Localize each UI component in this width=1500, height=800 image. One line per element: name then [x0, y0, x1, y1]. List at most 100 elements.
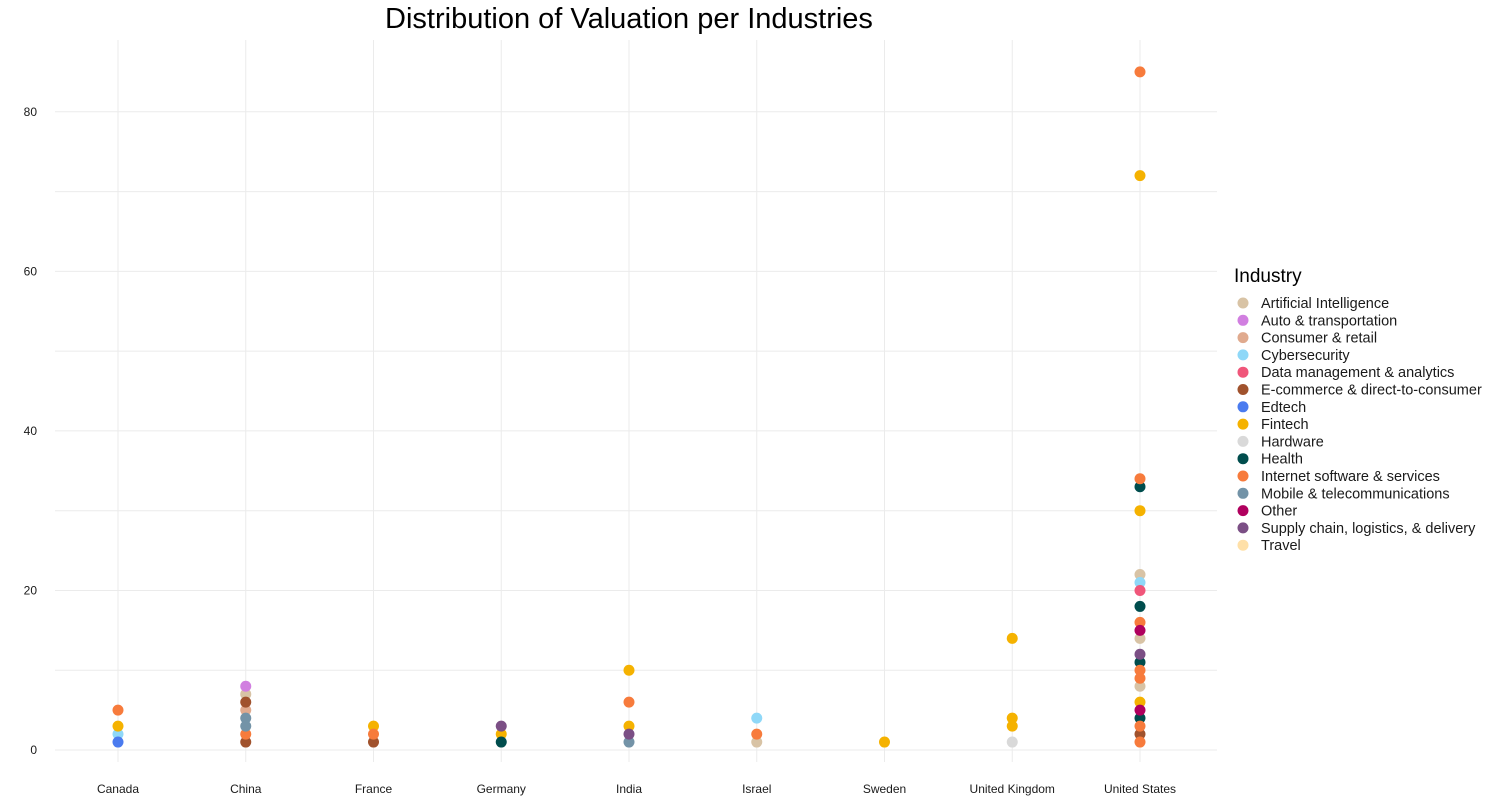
data-point: [1134, 680, 1146, 692]
chart-title: Distribution of Valuation per Industries: [385, 3, 873, 35]
y-tick-label: 20: [24, 583, 38, 597]
data-point: [368, 736, 379, 748]
data-point: [623, 728, 635, 740]
data-point: [1006, 632, 1018, 644]
data-point: [1134, 170, 1146, 182]
data-point: [1134, 600, 1146, 612]
data-point: [1134, 736, 1146, 748]
x-tick-label: Canada: [97, 782, 139, 796]
data-point: [1134, 569, 1146, 581]
data-point: [751, 728, 763, 740]
data-point: [879, 736, 890, 748]
x-tick-label: Sweden: [863, 782, 906, 796]
data-point: [240, 728, 252, 740]
legend-key: [1237, 297, 1249, 309]
data-point: [112, 720, 124, 732]
data-point: [240, 736, 252, 748]
data-point: [1006, 720, 1018, 732]
x-axis: Canada China France Germany India Israel Swede…: [97, 782, 1176, 796]
y-tick-label: 40: [24, 424, 38, 438]
legend-label: Mobile & telecommunications: [1261, 486, 1450, 502]
x-tick-label: France: [355, 782, 393, 796]
legend-key: [1237, 349, 1249, 361]
data-point: [112, 736, 124, 748]
legend-label: Data management & analytics: [1261, 365, 1454, 381]
data-point: [1134, 696, 1146, 708]
data-point: [1134, 584, 1146, 596]
legend-key: [1237, 332, 1249, 344]
data-point: [623, 696, 635, 708]
legend-label: Fintech: [1261, 417, 1309, 433]
legend-key: [1237, 453, 1249, 465]
x-tick-label: United Kingdom: [970, 782, 1055, 796]
legend-label: E-commerce & direct-to-consumer: [1261, 383, 1482, 399]
data-point: [240, 720, 252, 732]
legend-label: Auto & transportation: [1261, 313, 1397, 329]
data-point: [1006, 736, 1018, 748]
data-point: [1134, 66, 1146, 78]
legend-label: Supply chain, logistics, & delivery: [1261, 521, 1476, 537]
data-point: [1134, 712, 1146, 724]
legend-key: [1237, 505, 1249, 517]
legend-label: Edtech: [1261, 400, 1306, 416]
legend-label: Other: [1261, 504, 1297, 520]
legend-key: [1237, 522, 1249, 534]
data-point: [623, 720, 635, 732]
data-point: [1134, 505, 1146, 517]
grid-lines: [55, 40, 1217, 762]
data-point: [1134, 473, 1146, 485]
legend-label: Artificial Intelligence: [1261, 296, 1389, 312]
data-point: [1134, 576, 1146, 588]
legend-key: [1237, 418, 1249, 430]
data-point: [623, 664, 635, 676]
legend-label: Consumer & retail: [1261, 331, 1377, 347]
data-points: [112, 66, 1146, 748]
x-tick-label: Israel: [742, 782, 771, 796]
data-point: [240, 688, 252, 700]
y-tick-label: 60: [24, 264, 38, 278]
data-point: [1134, 632, 1146, 644]
legend-key: [1237, 366, 1249, 378]
data-point: [240, 680, 252, 692]
data-point: [240, 704, 252, 716]
legend-key: [1237, 539, 1249, 551]
legend-label: Health: [1261, 452, 1303, 468]
data-point: [1134, 672, 1146, 684]
data-point: [1134, 624, 1146, 636]
legend-title: Industry: [1234, 266, 1302, 287]
legend-key: [1237, 384, 1249, 395]
legend-key: [1237, 314, 1249, 326]
x-tick-label: Germany: [477, 782, 526, 796]
legend-label: Travel: [1261, 538, 1301, 554]
x-tick-label: United States: [1104, 782, 1176, 796]
data-point: [1134, 648, 1146, 660]
legend-key: [1237, 401, 1249, 413]
data-point: [112, 728, 124, 740]
x-tick-label: India: [616, 782, 642, 796]
data-point: [240, 712, 252, 724]
x-tick-label: China: [230, 782, 262, 796]
data-point: [751, 712, 763, 724]
data-point: [368, 720, 379, 732]
data-point: [1134, 664, 1146, 676]
data-point: [495, 720, 507, 732]
y-tick-label: 0: [30, 743, 37, 757]
legend-key: [1237, 487, 1249, 499]
data-point: [495, 736, 507, 748]
data-point: [368, 728, 379, 740]
y-tick-label: 80: [24, 105, 38, 119]
legend-key: [1237, 435, 1249, 447]
data-point: [623, 736, 635, 748]
legend-key: [1237, 470, 1249, 482]
y-axis: 0 20 40 60 80: [24, 105, 38, 757]
data-point: [1134, 728, 1146, 740]
data-point: [1134, 616, 1146, 628]
data-point: [112, 704, 124, 716]
data-point: [1134, 720, 1146, 732]
data-point: [495, 728, 507, 740]
data-point: [1134, 704, 1146, 716]
legend-label: Cybersecurity: [1261, 348, 1350, 364]
data-point: [751, 736, 763, 748]
